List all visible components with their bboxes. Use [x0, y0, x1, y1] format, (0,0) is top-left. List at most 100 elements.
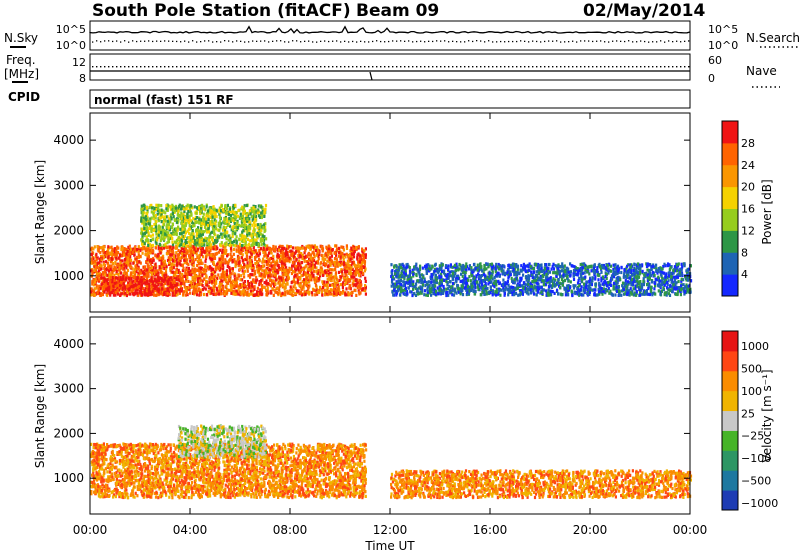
nsearch-point: [656, 41, 658, 43]
data-cell: [161, 215, 164, 219]
nave-point: [388, 66, 390, 68]
data-cell: [222, 285, 225, 289]
nave-point: [268, 66, 270, 68]
data-cell: [359, 274, 362, 278]
data-cell: [262, 236, 265, 240]
data-cell: [149, 219, 152, 223]
data-cell: [363, 260, 367, 264]
data-cell: [209, 209, 212, 213]
data-cell: [160, 283, 163, 287]
data-cell: [150, 291, 153, 295]
data-cell: [317, 277, 321, 281]
data-cell: [193, 242, 196, 246]
data-cell: [129, 255, 132, 259]
nave-point: [552, 66, 554, 68]
data-cell: [259, 222, 262, 227]
nsearch-point: [212, 41, 214, 43]
nave-point: [540, 66, 542, 68]
data-cell: [299, 255, 302, 259]
data-cell: [474, 286, 477, 290]
data-cell: [225, 206, 228, 211]
data-cell: [265, 292, 268, 296]
data-cell: [173, 275, 176, 279]
data-cell: [243, 204, 246, 208]
data-cell: [149, 234, 152, 238]
data-cell: [280, 278, 283, 282]
nsearch-point: [112, 40, 114, 43]
data-cell: [220, 282, 223, 286]
data-cell: [249, 246, 252, 250]
data-cell: [316, 251, 319, 255]
data-cell: [164, 235, 167, 239]
nsearch-point: [584, 40, 586, 42]
data-cell: [237, 273, 240, 277]
data-cell: [341, 255, 344, 259]
nsearch-point: [640, 40, 642, 42]
data-cell: [245, 203, 248, 208]
data-cell: [167, 283, 170, 287]
data-cell: [279, 251, 283, 255]
data-cell: [142, 209, 145, 213]
data-cell: [199, 229, 202, 233]
data-cell: [163, 266, 166, 271]
data-cell: [225, 226, 228, 230]
data-cell: [96, 266, 99, 270]
data-cell: [165, 273, 168, 277]
data-cell: [221, 250, 224, 254]
data-cell: [157, 206, 160, 210]
nave-point: [452, 66, 454, 68]
nave-point: [168, 66, 170, 68]
nave-point: [276, 66, 278, 68]
data-cell: [254, 214, 257, 218]
data-cell: [639, 280, 642, 284]
data-cell: [195, 231, 198, 235]
data-cell: [272, 244, 275, 249]
nsearch-point: [392, 40, 394, 42]
data-cell: [219, 280, 222, 285]
data-cell: [335, 276, 338, 280]
freq-label: Freq.: [6, 53, 36, 67]
data-cell: [270, 264, 273, 268]
data-cell: [304, 283, 307, 287]
data-cell: [451, 265, 454, 269]
data-cell: [681, 265, 684, 269]
data-cell: [164, 245, 167, 249]
data-cell: [295, 275, 298, 279]
data-cell: [172, 209, 175, 213]
data-cell: [334, 272, 337, 277]
data-cell: [171, 211, 174, 216]
data-cell: [257, 223, 260, 227]
data-cell: [161, 228, 164, 232]
data-cell: [173, 278, 176, 282]
data-cell: [218, 286, 221, 290]
data-cell: [195, 211, 198, 215]
data-cell: [122, 274, 125, 278]
data-cell: [180, 289, 183, 293]
data-cell: [191, 206, 194, 210]
data-cell: [267, 274, 270, 278]
nsearch-point: [300, 41, 302, 43]
data-cell: [350, 255, 353, 259]
data-cell: [139, 261, 142, 265]
data-cell: [182, 207, 185, 211]
data-cell: [296, 280, 299, 284]
data-cell: [204, 287, 207, 291]
nave-point: [108, 66, 110, 68]
data-cell: [282, 251, 285, 255]
data-cell: [357, 245, 360, 249]
data-cell: [193, 205, 196, 209]
data-cell: [177, 253, 181, 257]
data-cell: [148, 285, 151, 289]
data-cell: [189, 269, 192, 273]
data-cell: [184, 293, 187, 297]
data-cell: [137, 255, 140, 260]
data-cell: [126, 254, 129, 258]
data-cell: [253, 272, 257, 276]
data-cell: [192, 235, 195, 239]
data-cell: [234, 292, 237, 296]
data-cell: [348, 271, 351, 275]
data-cell: [252, 220, 255, 225]
data-cell: [248, 226, 252, 230]
data-cell: [166, 252, 169, 256]
nsearch-point: [652, 41, 654, 43]
